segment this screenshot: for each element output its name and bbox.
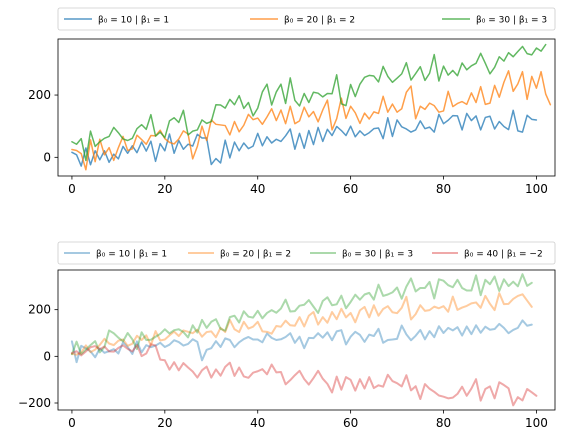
- legend-label: β₀ = 30 | β₁ = 3: [342, 250, 413, 260]
- y-tick-label: 0: [43, 349, 51, 363]
- legend-frame: [57, 241, 556, 265]
- x-tick-label: 80: [436, 182, 451, 196]
- legend-label: β₀ = 10 | β₁ = 1: [98, 16, 169, 26]
- legend-item: β₀ = 30 | β₁ = 3: [310, 250, 413, 260]
- series-line-3: [70, 273, 533, 356]
- legend-item: β₀ = 40 | β₁ = −2: [432, 250, 543, 260]
- axes-frame: [57, 38, 556, 177]
- legend-label: β₀ = 40 | β₁ = −2: [464, 250, 543, 260]
- x-tick-label: 20: [157, 416, 172, 430]
- series-line-1: [70, 319, 533, 364]
- series-line-2: [71, 70, 552, 171]
- legend-item: β₀ = 10 | β₁ = 1: [64, 250, 167, 260]
- series-line-4: [70, 343, 538, 407]
- y-tick-label: 200: [28, 88, 51, 102]
- x-tick-label: 100: [525, 182, 548, 196]
- x-tick-label: 80: [436, 416, 451, 430]
- x-tick-label: 20: [157, 182, 172, 196]
- x-tick-label: 40: [250, 416, 265, 430]
- legend-label: β₀ = 20 | β₁ = 2: [220, 250, 291, 260]
- legend: β₀ = 10 | β₁ = 1 β₀ = 20 | β₁ = 2 β₀ = 30 …: [57, 7, 556, 31]
- y-tick-label: 0: [43, 150, 51, 164]
- legend-item: β₀ = 30 | β₁ = 3: [442, 16, 547, 26]
- legend-item: β₀ = 20 | β₁ = 2: [250, 16, 355, 26]
- legend-label: β₀ = 10 | β₁ = 1: [96, 250, 167, 260]
- legend-item: β₀ = 20 | β₁ = 2: [188, 250, 291, 260]
- x-tick-label: 40: [250, 182, 265, 196]
- axes-frame: [57, 269, 556, 411]
- x-tick-label: 0: [68, 416, 76, 430]
- y-tick-label: −200: [18, 396, 51, 410]
- chart-1: 0 20 40 60 80 100 0 200 β₀ = 10 | β₁ = 1 β₀ = 20 …: [28, 7, 556, 196]
- x-tick-label: 0: [68, 182, 76, 196]
- y-tick-label: 200: [28, 303, 51, 317]
- legend: β₀ = 10 | β₁ = 1 β₀ = 20 | β₁ = 2 β₀ = 30 …: [57, 241, 556, 265]
- legend-label: β₀ = 20 | β₁ = 2: [284, 16, 355, 26]
- x-tick-label: 60: [343, 416, 358, 430]
- legend-frame: [57, 7, 556, 31]
- series-line-1: [71, 109, 538, 167]
- series-line-3: [71, 43, 547, 162]
- series-line-2: [70, 292, 533, 356]
- legend-label: β₀ = 30 | β₁ = 3: [476, 16, 547, 26]
- x-tick-label: 100: [525, 416, 548, 430]
- legend-item: β₀ = 10 | β₁ = 1: [64, 16, 169, 26]
- x-tick-label: 60: [343, 182, 358, 196]
